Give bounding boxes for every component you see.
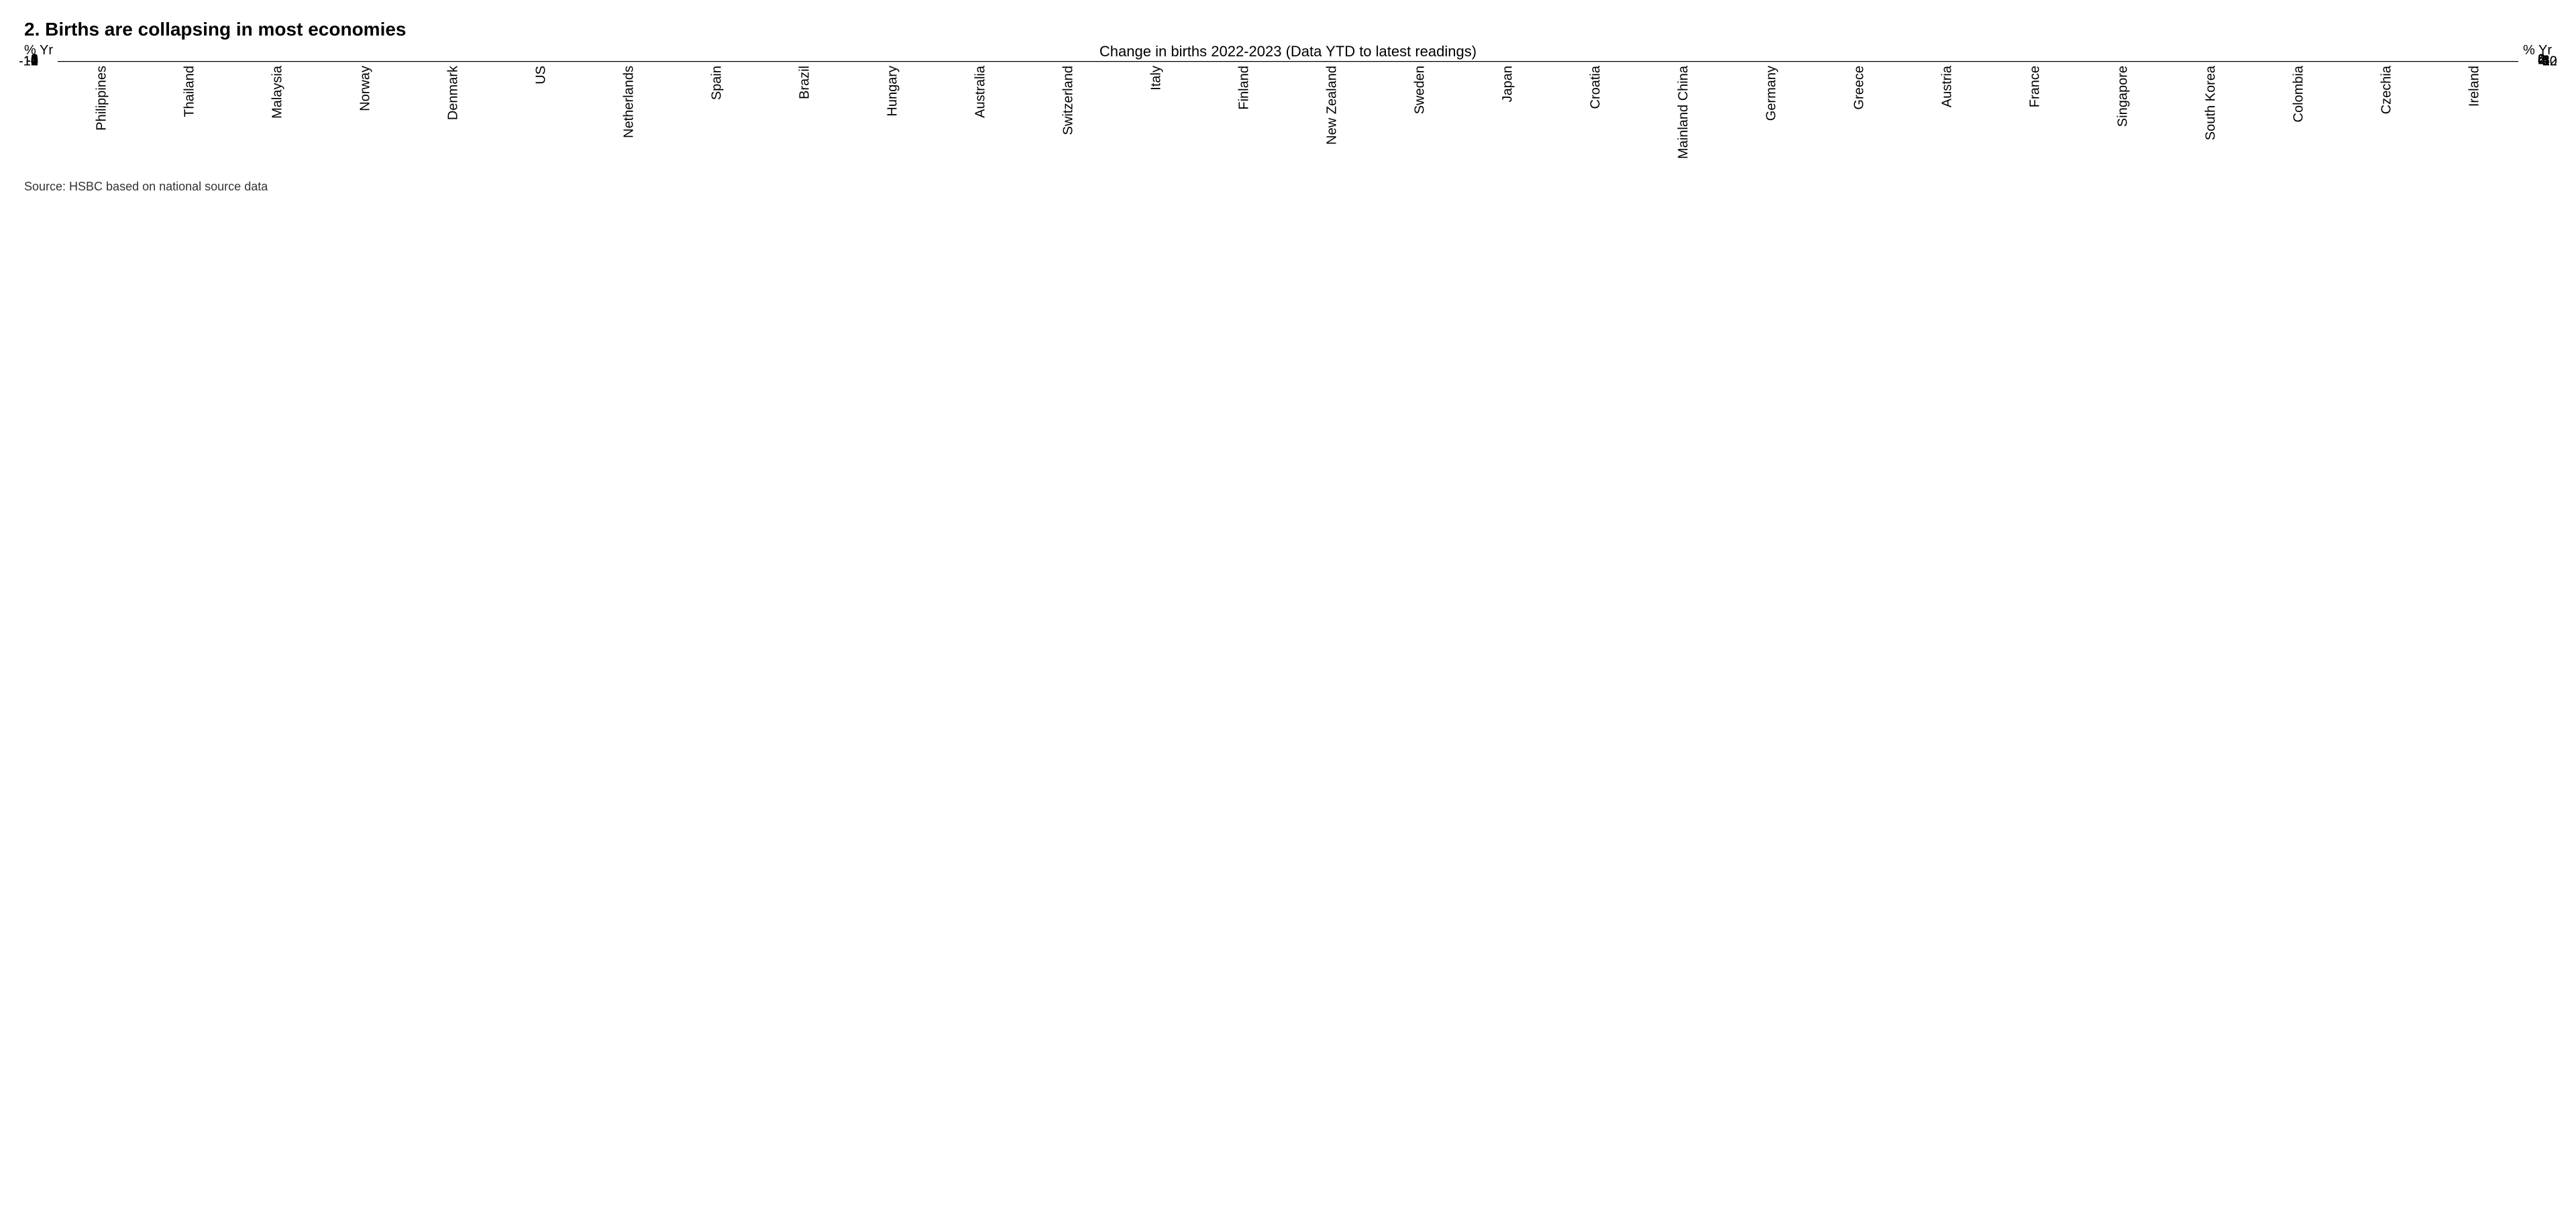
chart-container: 2. Births are collapsing in most economi… [0, 0, 2576, 207]
x-category-label: New Zealand [1324, 66, 1340, 145]
x-category-label: Thailand [182, 66, 197, 117]
x-category-label: Philippines [94, 66, 109, 131]
x-category-label: South Korea [2203, 66, 2218, 140]
x-label-slot: Norway [321, 66, 409, 166]
x-category-label: Sweden [1412, 66, 1428, 114]
x-category-label: Mainland China [1676, 66, 1691, 159]
x-category-label: Switzerland [1061, 66, 1076, 135]
x-label-slot: Philippines [58, 66, 146, 166]
x-label-slot: Italy [1112, 66, 1200, 166]
x-category-label: Greece [1851, 66, 1867, 110]
x-category-label: Australia [973, 66, 988, 118]
x-label-slot: Croatia [1552, 66, 1640, 166]
chart-title: 2. Births are collapsing in most economi… [24, 19, 2552, 40]
x-label-slot: Singapore [2079, 66, 2167, 166]
x-category-label: Singapore [2115, 66, 2131, 127]
x-label-slot: New Zealand [1288, 66, 1376, 166]
x-category-label: US [533, 66, 549, 85]
y-tick-label: -12 [2538, 54, 2557, 70]
x-category-label: Japan [1500, 66, 1515, 103]
x-label-slot: Ireland [2430, 66, 2518, 166]
chart-subtitle: Change in births 2022-2023 (Data YTD to … [1099, 43, 1477, 60]
x-axis-labels: Philippines Thailand Malaysia Norway Denmark… [58, 66, 2518, 166]
x-category-label: Czechia [2379, 66, 2394, 114]
x-label-slot: Japan [1464, 66, 1552, 166]
x-label-slot: Australia [936, 66, 1024, 166]
x-label-slot: Spain [673, 66, 761, 166]
chart-source: Source: HSBC based on national source da… [24, 180, 2552, 194]
x-label-slot: Sweden [1376, 66, 1464, 166]
x-label-slot: US [497, 66, 585, 166]
x-category-label: Germany [1764, 66, 1779, 121]
x-label-slot: Mainland China [1640, 66, 1727, 166]
x-category-label: Finland [1236, 66, 1252, 110]
x-label-slot: Thailand [146, 66, 233, 166]
x-label-slot: Greece [1815, 66, 1903, 166]
x-category-label: Italy [1148, 66, 1164, 91]
x-label-slot: Malaysia [233, 66, 321, 166]
x-category-label: Netherlands [621, 66, 637, 138]
x-category-label: France [2027, 66, 2043, 107]
x-category-label: Malaysia [270, 66, 285, 119]
x-label-slot: Austria [1903, 66, 1991, 166]
x-category-label: Hungary [885, 66, 900, 117]
x-label-slot: France [1991, 66, 2079, 166]
x-label-slot: Hungary [849, 66, 936, 166]
x-label-slot: Brazil [761, 66, 849, 166]
x-label-slot: Denmark [409, 66, 497, 166]
x-category-label: Norway [358, 66, 373, 111]
x-label-slot: Netherlands [585, 66, 673, 166]
y-tick-label: -12 [19, 54, 38, 70]
x-label-slot: Czechia [2343, 66, 2430, 166]
x-label-slot: South Korea [2167, 66, 2255, 166]
y-axis-left: % Yr 86420-2-4-6-8-10-12 [24, 43, 58, 62]
x-label-slot: Colombia [2255, 66, 2343, 166]
x-category-label: Denmark [445, 66, 461, 120]
y-axis-right: % Yr 86420-2-4-6-8-10-12 [2518, 43, 2552, 62]
x-label-slot: Germany [1727, 66, 1815, 166]
x-category-label: Ireland [2467, 66, 2482, 107]
x-category-label: Croatia [1588, 66, 1603, 109]
x-category-label: Colombia [2291, 66, 2306, 122]
x-label-slot: Finland [1200, 66, 1288, 166]
x-label-slot: Switzerland [1024, 66, 1112, 166]
x-category-label: Austria [1939, 66, 1955, 107]
chart-row: % Yr 86420-2-4-6-8-10-12 Change in birth… [24, 43, 2552, 62]
x-category-label: Spain [709, 66, 724, 100]
x-category-label: Brazil [797, 66, 812, 99]
